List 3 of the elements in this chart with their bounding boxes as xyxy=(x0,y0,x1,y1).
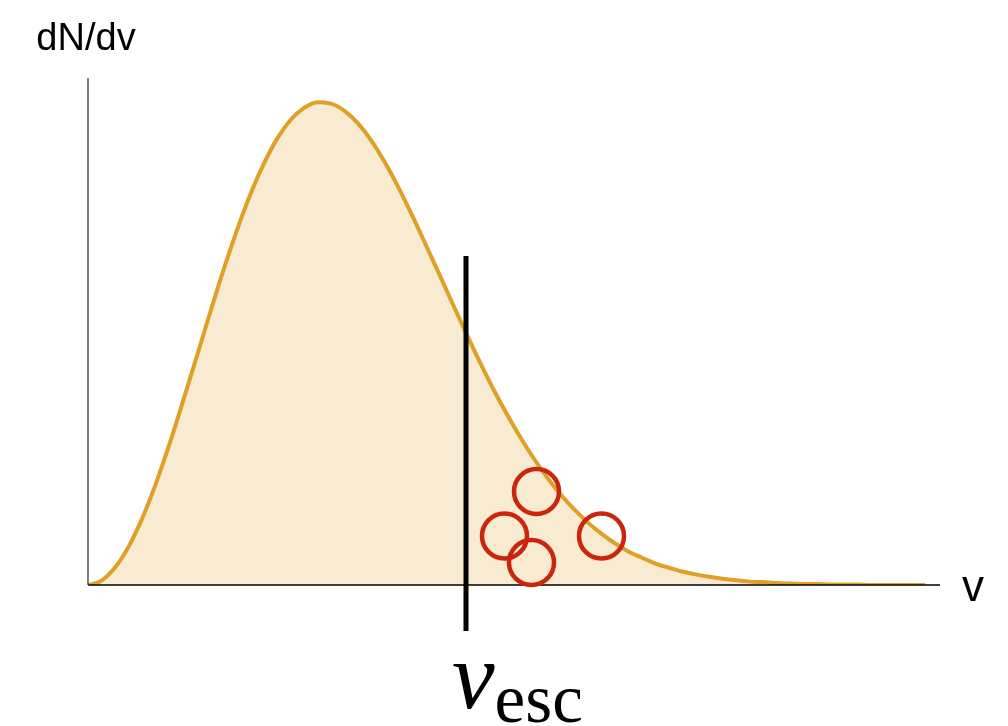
text: v$_{esc}$ xyxy=(452,622,583,726)
y-axis-title: dN/dv xyxy=(36,16,136,58)
x-axis-title: v xyxy=(962,561,984,610)
